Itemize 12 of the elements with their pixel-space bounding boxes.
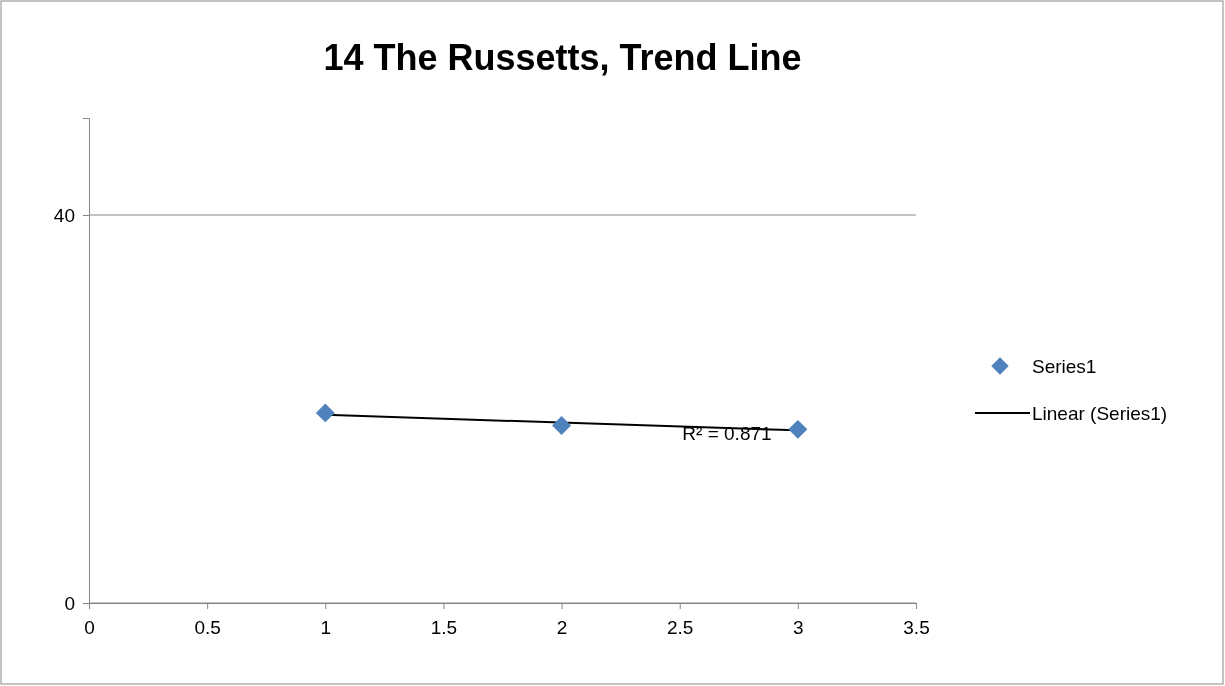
y-tick-label: 40: [53, 204, 75, 226]
x-tick-label: 2.5: [667, 617, 694, 639]
x-tick-label: 3.5: [903, 617, 930, 639]
x-tick-label: 2: [556, 617, 568, 639]
x-tick-label: 3: [793, 617, 804, 639]
x-tick-label: 1.5: [430, 617, 458, 639]
legend-label: Linear (Series1): [1032, 403, 1168, 424]
x-tick-label: 0: [84, 617, 95, 639]
x-tick-label: 0.5: [194, 617, 221, 639]
x-tick-label: 1: [320, 617, 332, 639]
legend-label: Series1: [1032, 356, 1097, 377]
chart-title: 14 The Russetts, Trend Line: [323, 37, 802, 78]
